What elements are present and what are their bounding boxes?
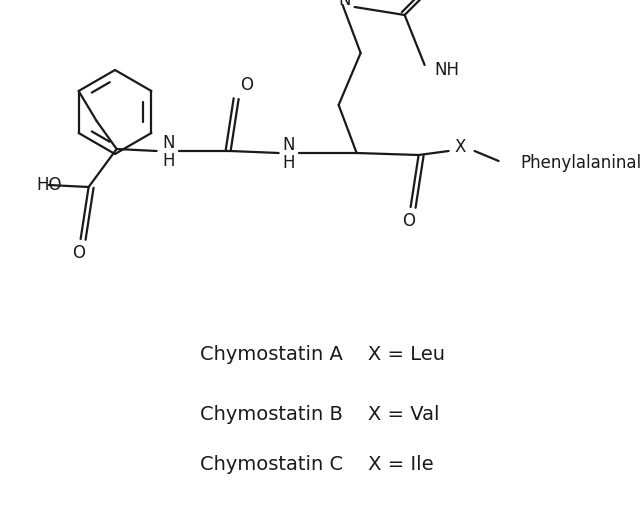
Text: N: N bbox=[339, 0, 351, 9]
Text: Chymostatin C    X = Ile: Chymostatin C X = Ile bbox=[200, 456, 434, 474]
Text: O: O bbox=[240, 76, 253, 94]
Text: Chymostatin B    X = Val: Chymostatin B X = Val bbox=[200, 406, 440, 424]
Text: Chymostatin A    X = Leu: Chymostatin A X = Leu bbox=[200, 346, 445, 364]
Text: N: N bbox=[282, 136, 295, 154]
Text: X: X bbox=[455, 138, 467, 156]
Text: Phenylalaninal: Phenylalaninal bbox=[520, 154, 640, 172]
Text: HO: HO bbox=[36, 176, 62, 194]
Text: H: H bbox=[282, 154, 295, 172]
Text: O: O bbox=[402, 212, 415, 230]
Text: NH: NH bbox=[434, 61, 459, 79]
Text: O: O bbox=[72, 244, 85, 262]
Text: N: N bbox=[163, 134, 175, 152]
Text: H: H bbox=[163, 152, 175, 170]
